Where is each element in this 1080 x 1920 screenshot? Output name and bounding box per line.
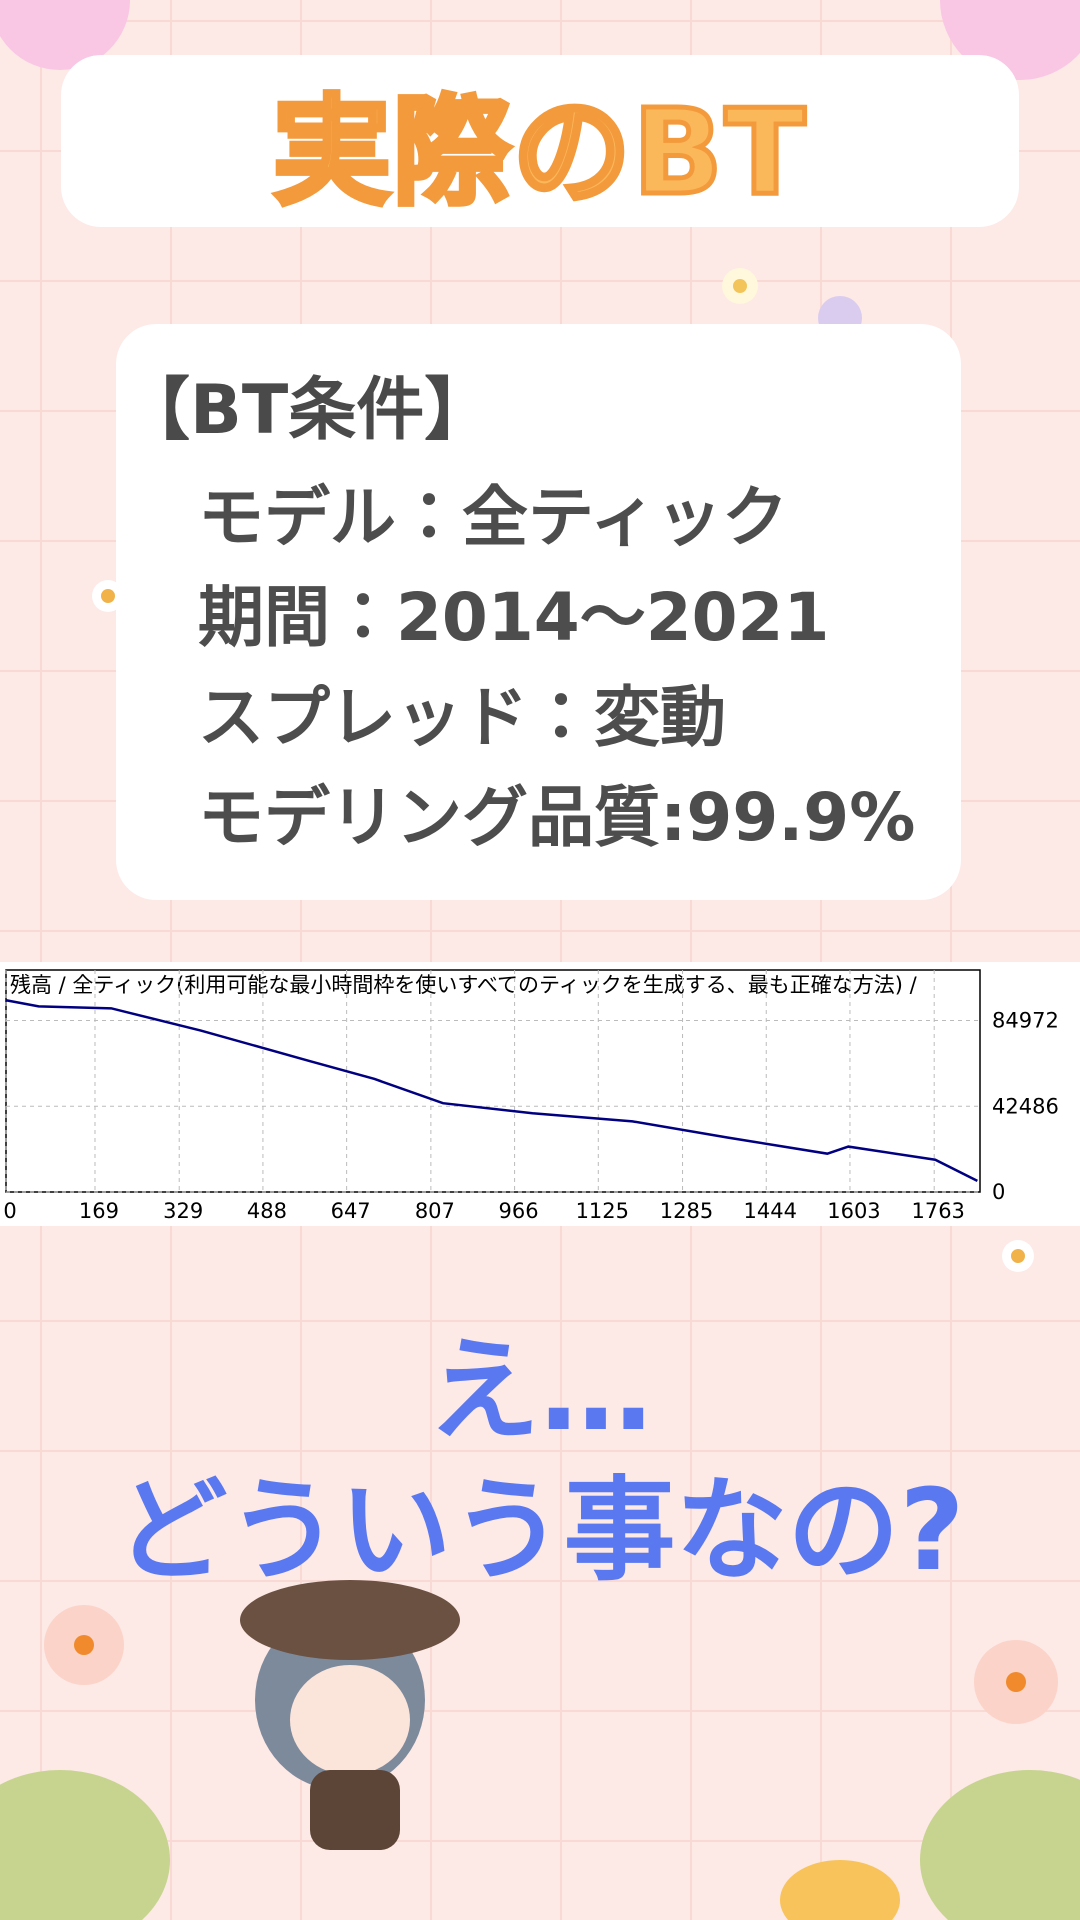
plot-frame bbox=[5, 969, 981, 1193]
y-tick-label: 42486 bbox=[992, 1094, 1059, 1118]
x-tick-label: 1444 bbox=[744, 1199, 797, 1223]
x-tick-label: 1125 bbox=[576, 1199, 629, 1223]
chart: 残高 / 全ティック(利用可能な最小時間枠を使いすべてのティックを生成する、最も… bbox=[0, 962, 1080, 1226]
x-tick-label: 966 bbox=[499, 1199, 539, 1223]
chart-title: 残高 / 全ティック(利用可能な最小時間枠を使いすべてのティックを生成する、最も… bbox=[10, 973, 918, 997]
caption-line: どういう事なの? bbox=[115, 1466, 965, 1596]
x-tick-label: 0 bbox=[3, 1199, 16, 1223]
x-tick-label: 1763 bbox=[911, 1199, 964, 1223]
balance-line bbox=[5, 999, 978, 1183]
caption-line: え… bbox=[428, 1326, 652, 1456]
x-tick-label: 1603 bbox=[827, 1199, 880, 1223]
condition-item: 期間：2014～2021 bbox=[198, 579, 830, 656]
x-tick-label: 647 bbox=[331, 1199, 371, 1223]
x-tick-label: 807 bbox=[415, 1199, 455, 1223]
x-tick-label: 329 bbox=[163, 1199, 203, 1223]
condition-item: スプレッド：変動 bbox=[198, 679, 726, 756]
page-title: 実際のBT bbox=[270, 80, 808, 223]
condition-item: モデル：全ティック bbox=[198, 479, 789, 556]
y-tick-label: 0 bbox=[992, 1180, 1005, 1204]
chart-background bbox=[0, 962, 1080, 1226]
character bbox=[240, 1580, 460, 1850]
y-tick-label: 84972 bbox=[992, 1009, 1059, 1033]
x-tick-label: 1285 bbox=[660, 1199, 713, 1223]
x-tick-label: 169 bbox=[79, 1199, 119, 1223]
conditions-heading: 【BT条件】 bbox=[122, 371, 493, 450]
conditions-box: 【BT条件】 モデル：全ティック 期間：2014～2021 スプレッド：変動 モ… bbox=[116, 324, 961, 900]
title-box: 実際のBT bbox=[61, 55, 1019, 227]
x-tick-label: 488 bbox=[247, 1199, 287, 1223]
condition-item: モデリング品質:99.9% bbox=[198, 779, 916, 856]
